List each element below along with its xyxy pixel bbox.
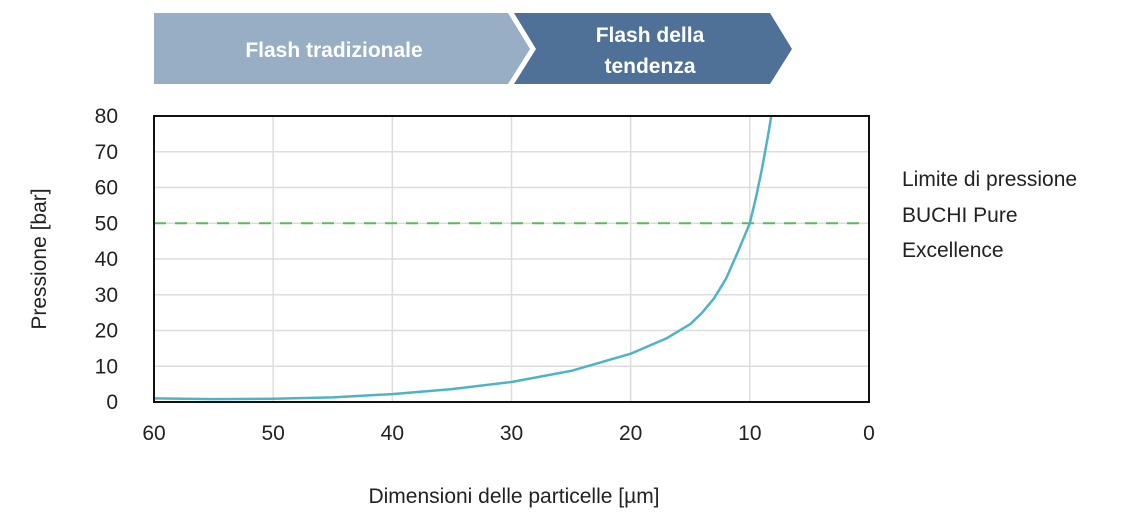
banner-trend-label-line2: tendenza xyxy=(604,55,695,78)
y-tick-label: 30 xyxy=(95,284,118,307)
method-banner: Flash tradizionale Flash della tendenza xyxy=(154,13,792,84)
y-tick-label: 40 xyxy=(95,248,118,271)
banner-trend-label-line1: Flash della xyxy=(596,24,705,47)
plot-frame xyxy=(153,115,870,403)
banner-traditional-flash xyxy=(154,13,530,84)
x-tick-labels: 60 50 40 30 20 10 0 xyxy=(142,422,875,445)
series-layer xyxy=(153,115,773,401)
banner-trend-flash xyxy=(514,13,792,84)
x-axis-title: Dimensioni delle particelle [µm] xyxy=(368,485,659,508)
pressure-limit-note-line1: Limite di pressione xyxy=(902,168,1078,191)
grid xyxy=(153,115,870,403)
banner-traditional-label: Flash tradizionale xyxy=(245,39,422,62)
y-tick-label: 70 xyxy=(95,141,118,164)
x-tick-label: 10 xyxy=(738,422,761,445)
x-tick-label: 50 xyxy=(261,422,284,445)
y-tick-labels: 0 10 20 30 40 50 60 70 80 xyxy=(95,105,118,414)
x-tick-label: 40 xyxy=(381,422,404,445)
y-tick-label: 50 xyxy=(95,212,118,235)
x-tick-label: 30 xyxy=(500,422,523,445)
x-tick-label: 60 xyxy=(142,422,165,445)
pressure-limit-note-line2: BUCHI Pure xyxy=(902,204,1018,227)
y-tick-label: 10 xyxy=(95,355,118,378)
y-tick-label: 80 xyxy=(95,105,118,128)
y-tick-label: 0 xyxy=(106,391,118,414)
x-tick-label: 0 xyxy=(863,422,875,445)
x-tick-label: 20 xyxy=(619,422,642,445)
pressure-curve xyxy=(153,115,773,401)
y-axis-title: Pressione [bar] xyxy=(28,188,51,329)
pressure-limit-note-line3: Excellence xyxy=(902,239,1004,262)
y-tick-label: 20 xyxy=(95,320,118,343)
y-tick-label: 60 xyxy=(95,177,118,200)
